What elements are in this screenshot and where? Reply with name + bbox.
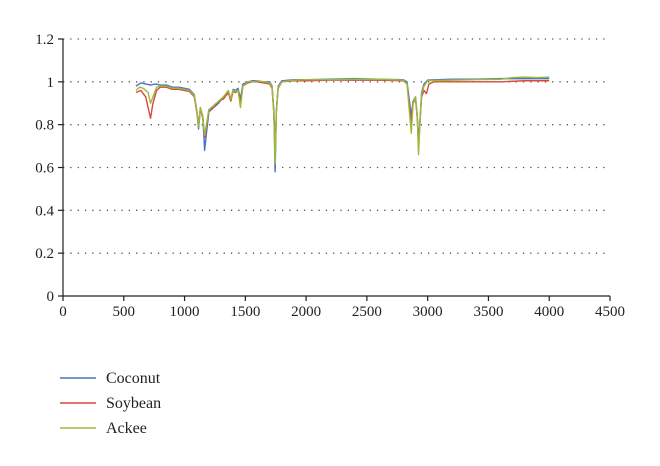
y-tick-label: 1 [47, 75, 55, 91]
y-tick-label: 1.2 [35, 32, 54, 48]
y-tick-label: 0 [47, 289, 55, 305]
x-tick-label: 4500 [595, 304, 625, 320]
legend-item-coconut: Coconut [60, 370, 161, 387]
y-tick-label: 0.4 [35, 203, 54, 219]
x-tick-label: 3000 [413, 304, 443, 320]
x-tick-label: 1000 [170, 304, 200, 320]
y-tick-label: 0.8 [35, 118, 54, 134]
x-tick-label: 3500 [473, 304, 503, 320]
y-tick-label: 0.2 [35, 246, 54, 262]
y-tick-label: 0.6 [35, 161, 54, 177]
series-line-ackee [135, 76, 550, 164]
x-tick-label: 0 [59, 304, 67, 320]
x-tick-label: 2500 [352, 304, 382, 320]
legend-item-soybean: Soybean [60, 395, 161, 412]
gridlines [63, 38, 610, 254]
x-tick-label: 500 [113, 304, 136, 320]
legend-label: Ackee [106, 420, 147, 437]
x-tick-label: 2000 [291, 304, 321, 320]
x-tick-label: 1500 [230, 304, 260, 320]
series-lines [135, 76, 550, 173]
legend-item-ackee: Ackee [60, 420, 147, 437]
legend-label: Coconut [106, 370, 161, 387]
x-tick-label: 4000 [534, 304, 564, 320]
axes: 0 0.2 0.4 0.6 0.8 1 1.2 0 500 1000 1500 2000 2500 300… [35, 32, 625, 320]
legend-label: Soybean [106, 395, 161, 412]
legend: Coconut Soybean Ackee [60, 370, 161, 437]
